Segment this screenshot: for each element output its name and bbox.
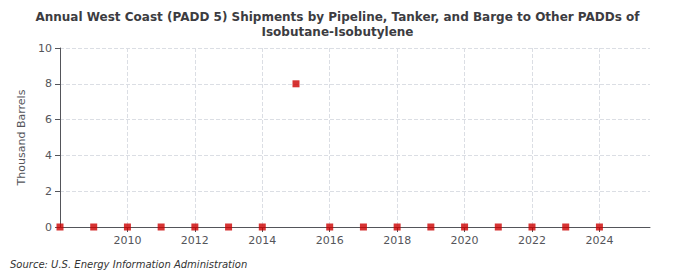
svg-text:2016: 2016 xyxy=(316,234,344,247)
svg-text:Thousand Barrels: Thousand Barrels xyxy=(15,89,28,186)
svg-text:10: 10 xyxy=(38,42,52,55)
svg-text:0: 0 xyxy=(45,221,52,234)
svg-text:Source: U.S. Energy Informatio: Source: U.S. Energy Information Administ… xyxy=(10,259,247,270)
svg-text:Isobutane-Isobutylene: Isobutane-Isobutylene xyxy=(262,25,414,39)
svg-text:Annual West Coast (PADD 5) Shi: Annual West Coast (PADD 5) Shipments by … xyxy=(35,10,640,24)
svg-text:2024: 2024 xyxy=(585,234,613,247)
svg-text:2014: 2014 xyxy=(248,234,276,247)
svg-text:8: 8 xyxy=(45,77,52,90)
svg-text:2010: 2010 xyxy=(113,234,141,247)
svg-text:2018: 2018 xyxy=(383,234,411,247)
svg-text:4: 4 xyxy=(45,149,52,162)
svg-text:2: 2 xyxy=(45,185,52,198)
svg-text:2020: 2020 xyxy=(451,234,479,247)
svg-text:2012: 2012 xyxy=(181,234,209,247)
svg-text:6: 6 xyxy=(45,113,52,126)
svg-text:2022: 2022 xyxy=(518,234,546,247)
